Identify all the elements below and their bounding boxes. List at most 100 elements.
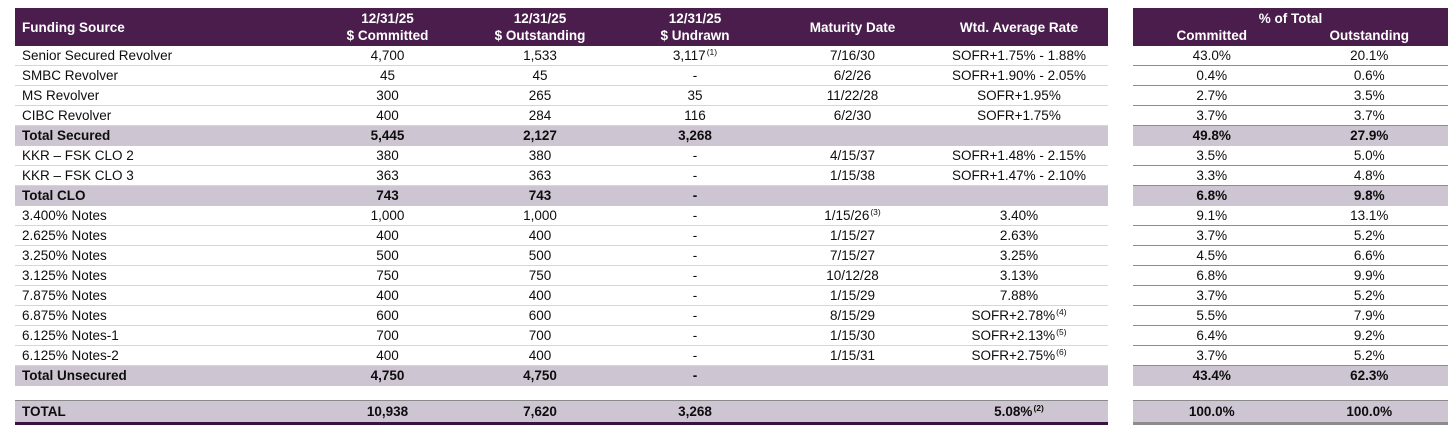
cell-maturity: 11/22/28 — [775, 86, 930, 105]
cell-text: 400 — [528, 288, 552, 303]
cell-text: 2.625% Notes — [22, 228, 107, 243]
cell-outstanding: 380 — [465, 146, 615, 165]
cell-maturity: 1/15/29 — [775, 286, 930, 305]
funding-row: KKR – FSK CLO 3 363 363 - 1/15/38 SOFR+1.47% … — [15, 166, 1108, 186]
cell-undrawn: - — [615, 266, 775, 285]
funding-row: 6.125% Notes-1 700 700 - 1/15/30 SOFR+2.13% (5… — [15, 326, 1108, 346]
cell-text: 3.250% Notes — [22, 248, 107, 263]
cell-text: 10/12/28 — [826, 268, 879, 283]
cell-text: 27.9% — [1350, 128, 1389, 143]
cell-text: SOFR+1.47% - 2.10% — [952, 168, 1086, 183]
cell-text: 3.125% Notes — [22, 268, 107, 283]
cell-text: 1/15/31 — [829, 348, 876, 363]
cell-text: 1,000 — [370, 208, 405, 223]
cell-text: 6.875% Notes — [22, 308, 107, 323]
cell-text: SOFR+1.75% — [977, 108, 1061, 123]
percent-subtotal-row: 6.8% 9.8% — [1133, 186, 1448, 206]
cell-undrawn: - — [615, 166, 775, 185]
cell-text: SOFR+1.95% — [977, 88, 1061, 103]
cell-undrawn: 116 — [615, 106, 775, 125]
cell-text: - — [692, 288, 698, 303]
cell-text: 1/15/26 — [824, 208, 870, 223]
cell-rate: 3.40% — [930, 206, 1108, 225]
cell-label: Total Secured — [15, 126, 310, 145]
percent-row: 0.4% 0.6% — [1133, 66, 1448, 86]
cell-outstanding: 5.0% — [1291, 146, 1449, 165]
cell-text: - — [692, 188, 698, 203]
funding-row: MS Revolver 300 265 35 11/22/28 SOFR+1.95% — [15, 86, 1108, 106]
cell-text: 6/2/26 — [833, 68, 872, 83]
percent-row: 2.7% 3.5% — [1133, 86, 1448, 106]
cell-outstanding: 500 — [465, 246, 615, 265]
cell-text: 3.7% — [1196, 288, 1228, 303]
cell-rate: SOFR+2.75% (6) — [971, 346, 1067, 363]
cell-committed: 3.7% — [1133, 106, 1291, 125]
cell-label: Total Unsecured — [15, 366, 310, 385]
cell-text: Total Unsecured — [22, 368, 127, 383]
cell-text: 9.1% — [1196, 208, 1228, 223]
cell-undrawn: - — [615, 66, 775, 85]
cell-outstanding: 400 — [465, 286, 615, 305]
cell-rate — [930, 366, 1108, 385]
cell-text: 3.3% — [1196, 168, 1228, 183]
cell-text: 4.8% — [1353, 168, 1385, 183]
cell-undrawn: - — [615, 146, 775, 165]
cell-text: 6.4% — [1196, 328, 1228, 343]
cell-undrawn: - — [615, 206, 775, 225]
spacer-row — [1133, 386, 1448, 400]
cell-label: 3.250% Notes — [15, 246, 310, 265]
cell-rate: SOFR+1.75% — [930, 106, 1108, 125]
cell-text: 4,750 — [370, 368, 405, 383]
percent-of-total-table: % of Total Committed Outstanding 43.0% 20… — [1133, 8, 1448, 425]
cell-outstanding: 363 — [465, 166, 615, 185]
cell-text: 284 — [528, 108, 552, 123]
percent-table-grand-total-container: 100.0% 100.0% — [1133, 400, 1448, 425]
cell-text: 600 — [528, 308, 552, 323]
cell-text: 7/15/27 — [829, 248, 876, 263]
cell-text: 13.1% — [1350, 208, 1389, 223]
cell-text: 7.9% — [1353, 308, 1385, 323]
cell-maturity: 10/12/28 — [775, 266, 930, 285]
cell-text: 700 — [376, 328, 399, 343]
funding-row: KKR – FSK CLO 2 380 380 - 4/15/37 SOFR+1.48% … — [15, 146, 1108, 166]
cell-text: 45 — [379, 68, 396, 83]
cell-text: 3.5% — [1196, 148, 1228, 163]
cell-text: 1/15/38 — [829, 168, 876, 183]
cell-label: KKR – FSK CLO 2 — [15, 146, 310, 165]
cell-text: 3.25% — [999, 248, 1039, 263]
percent-table-body: 43.0% 20.1% 0.4% 0.6% 2.7% 3.5% 3.7% 3.7% 49.8% 2… — [1133, 46, 1448, 386]
cell-text: 3.40% — [999, 208, 1039, 223]
cell-outstanding: 5.2% — [1291, 286, 1449, 305]
percent-row: 6.4% 9.2% — [1133, 326, 1448, 346]
cell-rate: SOFR+2.13% (5) — [971, 326, 1067, 343]
cell-outstanding: 6.6% — [1291, 246, 1449, 265]
cell-rate: 3.25% — [930, 246, 1108, 265]
grand-total-row: 100.0% 100.0% — [1133, 400, 1448, 425]
cell-text: 0.6% — [1353, 68, 1385, 83]
cell-text: 7.875% Notes — [22, 288, 107, 303]
funding-row: 6.125% Notes-2 400 400 - 1/15/31 SOFR+2.75% (6… — [15, 346, 1108, 366]
cell-committed: 3.7% — [1133, 226, 1291, 245]
cell-maturity: 7/16/30 — [775, 46, 930, 65]
cell-text: 400 — [376, 348, 399, 363]
cell-outstanding: 9.8% — [1291, 186, 1449, 205]
cell-rate: 2.63% — [930, 226, 1108, 245]
cell-undrawn: - — [615, 186, 775, 205]
percent-row: 5.5% 7.9% — [1133, 306, 1448, 326]
cell-text: 2,127 — [523, 128, 557, 143]
subtotal-row: Total Unsecured 4,750 4,750 - — [15, 366, 1108, 386]
cell-text: 7.88% — [999, 288, 1039, 303]
header-undrawn-date: 12/31/25 — [668, 11, 722, 26]
cell-text: 363 — [528, 168, 552, 183]
cell-committed: 45 — [310, 66, 465, 85]
cell-label: 7.875% Notes — [15, 286, 310, 305]
percent-row: 6.8% 9.9% — [1133, 266, 1448, 286]
cell-label: 6.875% Notes — [15, 306, 310, 325]
cell-committed: 700 — [310, 326, 465, 345]
funding-row: 2.625% Notes 400 400 - 1/15/27 2.63% — [15, 226, 1108, 246]
cell-rate — [930, 186, 1108, 205]
cell-text: SMBC Revolver — [22, 68, 119, 83]
cell-label: TOTAL — [15, 401, 310, 422]
cell-text: SOFR+2.75% — [971, 348, 1056, 363]
cell-label: CIBC Revolver — [15, 106, 310, 125]
